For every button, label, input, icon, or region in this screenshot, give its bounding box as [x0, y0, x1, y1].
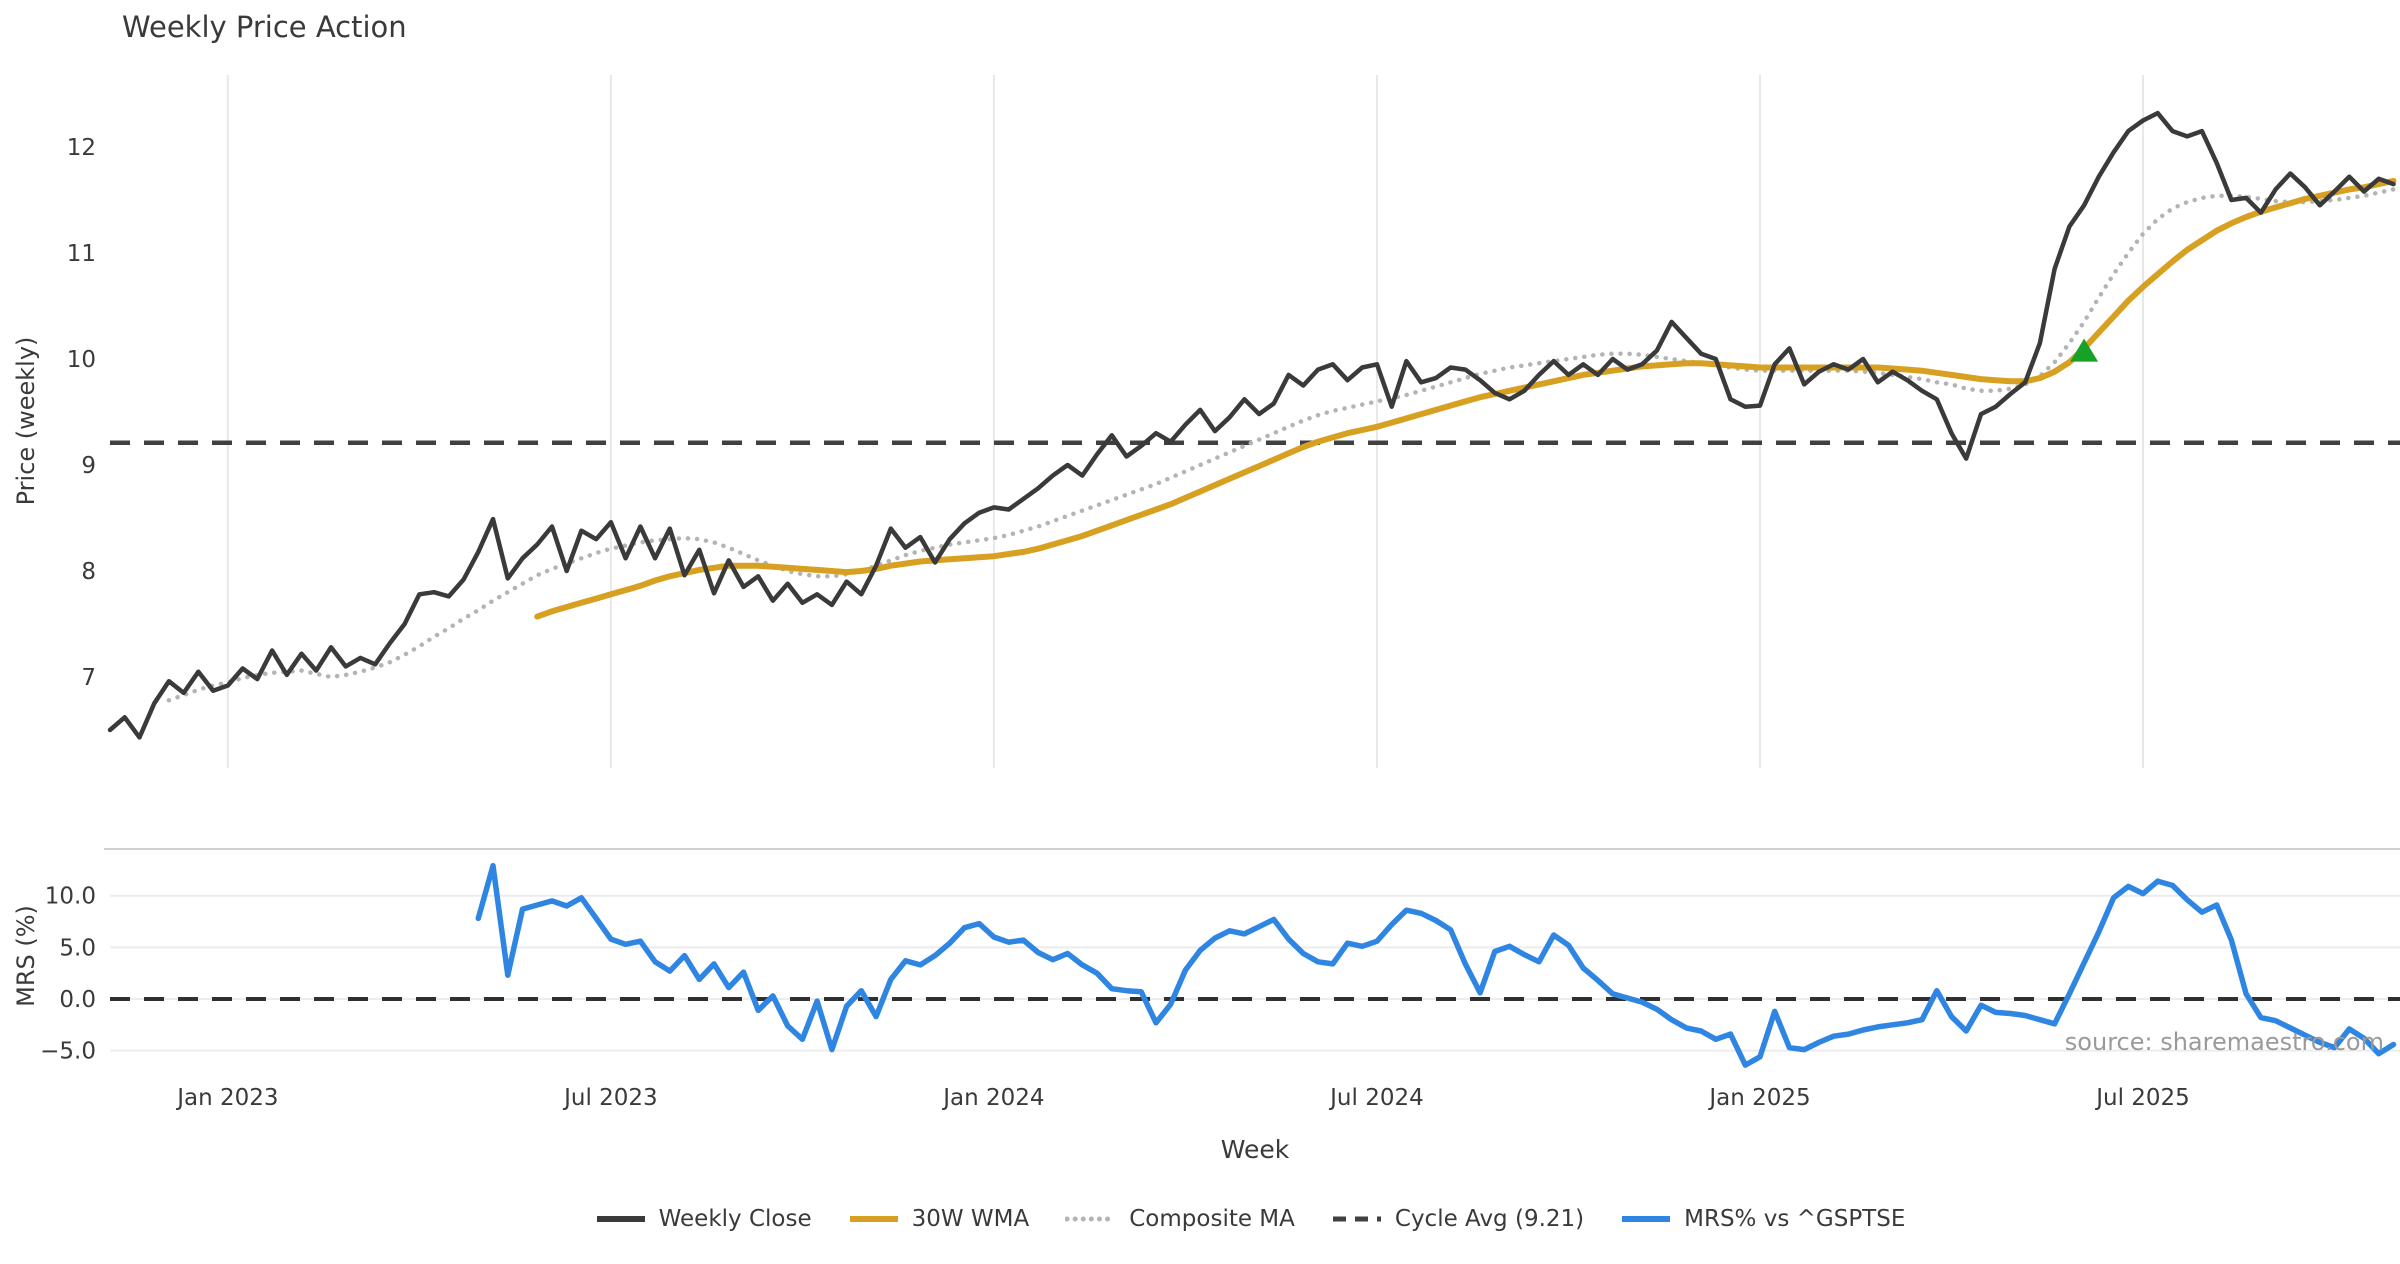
chart-title: Weekly Price Action: [122, 10, 407, 44]
legend-line-sample-icon: [1332, 1216, 1381, 1222]
source-credit: source: sharemaestro.com: [2064, 1028, 2384, 1056]
mrs-tick-label: 0.0: [59, 987, 96, 1013]
buy-signal-triangle-icon: [2070, 338, 2099, 362]
legend-item-cycle-avg-9-21-: Cycle Avg (9.21): [1331, 1206, 1584, 1232]
price-tick-label: 7: [81, 665, 96, 691]
30w-wma-line: [534, 177, 2397, 620]
legend-item-weekly-close: Weekly Close: [595, 1206, 812, 1232]
x-tick-label: Jul 2025: [2094, 1085, 2190, 1111]
mrs-tick-label: 5.0: [59, 935, 96, 961]
price-tick-label: 8: [81, 559, 96, 585]
legend-line-sample-icon: [849, 1216, 898, 1222]
legend-label: Composite MA: [1129, 1206, 1295, 1232]
legend-item-composite-ma: Composite MA: [1065, 1206, 1295, 1232]
mrs-tick-label: −5.0: [40, 1039, 96, 1065]
legend-line-sample-icon: [1622, 1216, 1671, 1222]
chart-legend: Weekly Close 30W WMA Composite MA Cycle Avg…: [110, 1206, 2390, 1232]
legend-label: Cycle Avg (9.21): [1394, 1206, 1585, 1232]
x-tick-label: Jan 2025: [1707, 1085, 1810, 1111]
price-axis-title: Price (weekly): [12, 337, 40, 506]
legend-label: 30W WMA: [911, 1206, 1030, 1232]
composite-ma-line: [166, 187, 2396, 703]
mrs-vs-gsptse-line: [475, 862, 2397, 1068]
legend-label: MRS% vs ^GSPTSE: [1684, 1206, 1906, 1232]
legend-item-mrs-vs-gsptse: MRS% vs ^GSPTSE: [1620, 1206, 1905, 1232]
x-axis-title: Week: [1221, 1135, 1290, 1164]
weekly-close-line: [107, 110, 2396, 740]
legend-line-sample-icon: [596, 1216, 645, 1222]
legend-line-sample-icon: [1065, 1216, 1118, 1222]
x-tick-label: Jul 2024: [1328, 1085, 1424, 1111]
price-tick-label: 12: [67, 135, 96, 161]
x-tick-label: Jul 2023: [562, 1085, 658, 1111]
price-tick-label: 10: [67, 347, 96, 373]
x-tick-label: Jan 2024: [941, 1085, 1044, 1111]
legend-label: Weekly Close: [658, 1206, 812, 1232]
legend-item-30w-wma: 30W WMA: [848, 1206, 1030, 1232]
price-tick-label: 11: [67, 241, 96, 267]
x-tick-label: Jan 2023: [175, 1085, 278, 1111]
mrs-axis-title: MRS (%): [12, 905, 40, 1007]
mrs-tick-label: 10.0: [45, 884, 96, 910]
price-tick-label: 9: [81, 453, 96, 479]
